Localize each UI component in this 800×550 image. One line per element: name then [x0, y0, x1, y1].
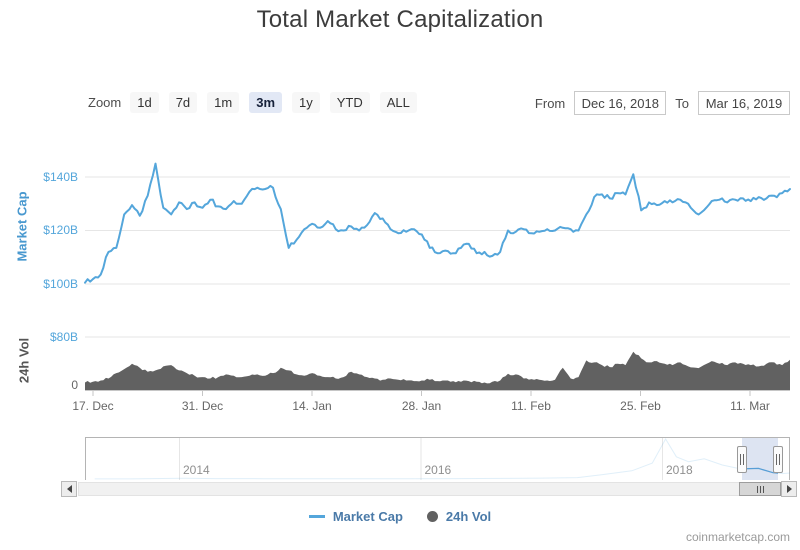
zoom-button-1y[interactable]: 1y — [292, 92, 320, 113]
volume-axis-tick: $80B — [49, 330, 78, 344]
scrollbar-track[interactable] — [78, 482, 781, 496]
zoom-button-ytd[interactable]: YTD — [329, 92, 370, 113]
legend-item-market-cap[interactable]: Market Cap — [308, 509, 403, 524]
thumb-grip — [762, 485, 764, 493]
gridlines — [85, 176, 790, 338]
zoom-button-1m[interactable]: 1m — [207, 92, 240, 113]
zoom-button-all[interactable]: ALL — [379, 92, 417, 113]
right-arrow-icon — [786, 485, 792, 493]
legend-item-24h-vol[interactable]: 24h Vol — [426, 509, 492, 524]
circle-marker-icon — [426, 511, 438, 522]
page-title: Total Market Capitalization — [256, 6, 544, 33]
navigator-selected-range[interactable] — [742, 438, 778, 480]
x-axis-label: 28. Jan — [401, 399, 442, 413]
zoom-button-3m[interactable]: 3m — [249, 92, 283, 113]
handle-grip — [779, 454, 780, 465]
zoom-label: Zoom — [88, 95, 122, 110]
handle-grip — [743, 454, 744, 465]
navigator-year-label: 2014 — [183, 463, 210, 477]
navigator-handle-left[interactable] — [737, 446, 747, 473]
volume-area-series[interactable] — [85, 351, 790, 391]
credits-link[interactable]: coinmarketcap.com — [685, 530, 790, 544]
zoom-button-7d[interactable]: 7d — [168, 92, 198, 113]
x-axis-label: 31. Dec — [181, 399, 224, 413]
market-cap-axis-tick: $140B — [43, 170, 78, 184]
zoom-button-1d[interactable]: 1d — [130, 92, 159, 113]
navigator-series-line-selected — [742, 467, 778, 474]
navigator-outline — [85, 437, 790, 480]
handle-grip — [740, 454, 741, 465]
handle-grip — [776, 454, 777, 465]
x-axis-label: 17. Dec — [72, 399, 114, 413]
to-label: To — [675, 95, 689, 111]
date-range-selector: From To — [535, 91, 790, 115]
scrollbar-thumb[interactable] — [739, 482, 781, 496]
x-axis-label: 11. Mar — [730, 399, 770, 413]
scrollbar-left-arrow[interactable] — [61, 481, 77, 497]
left-arrow-icon — [66, 485, 72, 493]
zoom-range-selector: Zoom 1d 7d 1m 3m 1y YTD ALL — [88, 92, 417, 113]
legend: Market Cap 24h Vol — [0, 509, 800, 524]
market-cap-axis-tick: $100B — [43, 277, 78, 291]
x-axis-label: 11. Feb — [511, 399, 551, 413]
legend-label: 24h Vol — [445, 509, 492, 524]
market-cap-line-series[interactable] — [84, 162, 791, 284]
navigator-year-label: 2018 — [666, 463, 693, 477]
scrollbar-right-arrow[interactable] — [781, 481, 797, 497]
line-marker-icon — [308, 515, 325, 518]
zoom-buttons-group: 1d 7d 1m 3m 1y YTD ALL — [130, 92, 417, 113]
thumb-grip — [756, 485, 758, 493]
x-axis-label: 14. Jan — [292, 399, 332, 413]
from-label: From — [534, 95, 566, 111]
x-axis — [85, 390, 790, 396]
market-cap-axis-tick: $120B — [43, 223, 78, 237]
navigator-year-label: 2016 — [424, 463, 452, 477]
x-axis-label: 25. Feb — [620, 399, 661, 413]
navigator-handle-right[interactable] — [773, 446, 783, 473]
to-date-input[interactable] — [698, 91, 790, 115]
from-date-input[interactable] — [574, 91, 667, 115]
legend-label: Market Cap — [332, 509, 403, 524]
market-cap-axis-title: Market Cap — [14, 191, 30, 262]
volume-axis-tick: 0 — [71, 378, 78, 392]
volume-axis-title: 24h Vol — [16, 337, 32, 384]
thumb-grip — [759, 485, 761, 493]
